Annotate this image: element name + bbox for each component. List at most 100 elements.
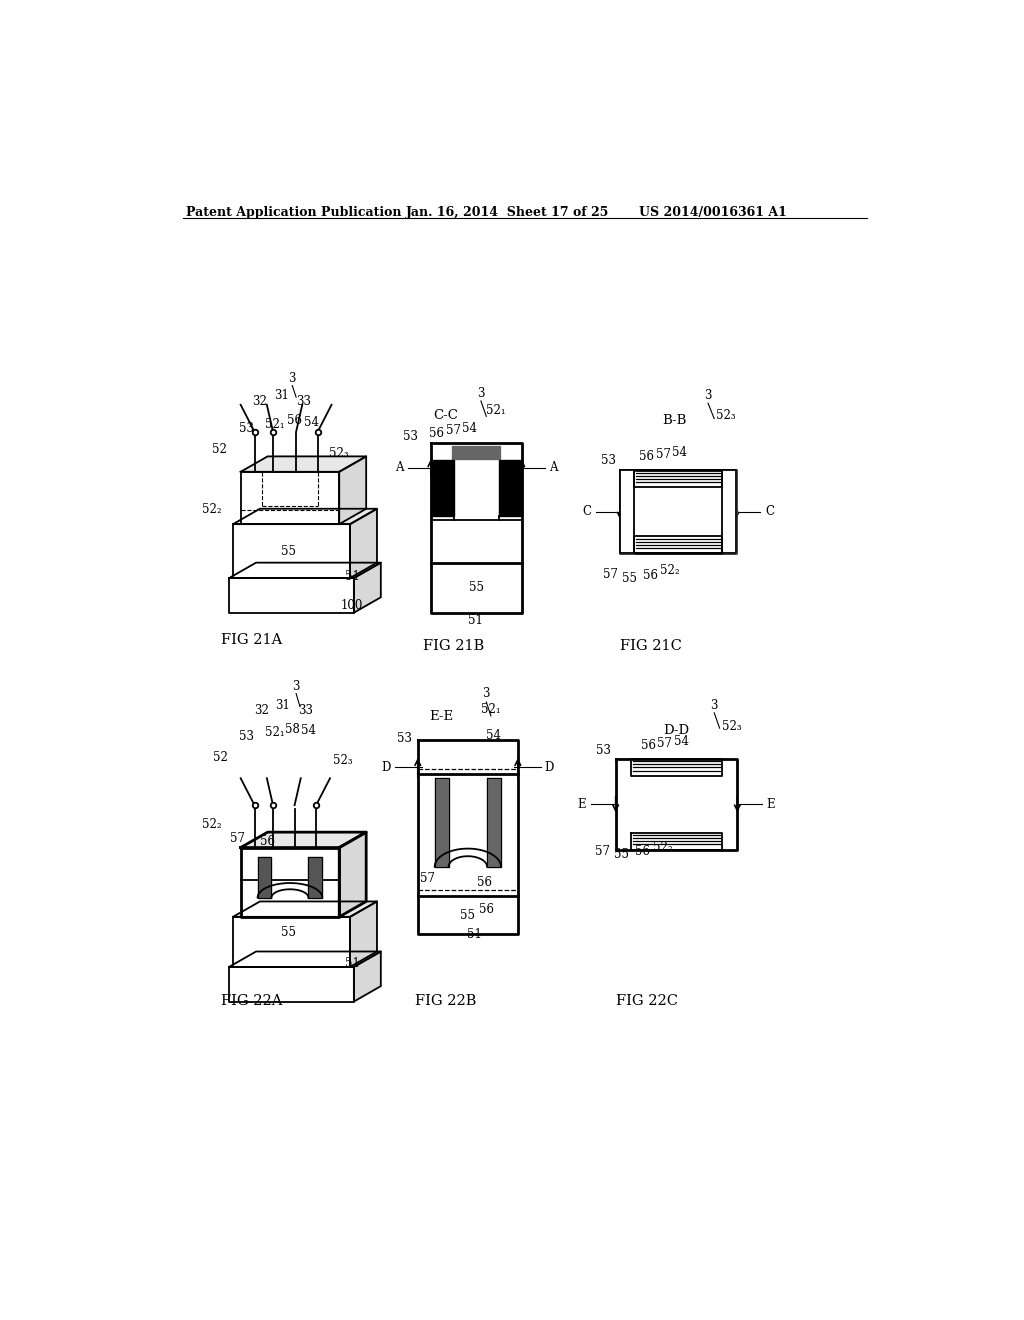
Text: 3: 3: [289, 372, 296, 384]
Text: D: D: [382, 760, 391, 774]
Polygon shape: [487, 779, 501, 867]
Text: C: C: [765, 506, 774, 519]
Polygon shape: [499, 461, 521, 516]
Polygon shape: [229, 952, 381, 966]
Text: D-D: D-D: [664, 725, 689, 738]
Text: D: D: [545, 760, 554, 774]
Text: 54: 54: [462, 422, 476, 434]
Text: Patent Application Publication: Patent Application Publication: [186, 206, 401, 219]
Polygon shape: [339, 832, 367, 917]
Text: E: E: [578, 797, 587, 810]
Text: 53: 53: [239, 422, 254, 434]
Polygon shape: [241, 471, 339, 524]
Text: 52₃: 52₃: [333, 755, 352, 767]
Text: C-C: C-C: [433, 409, 458, 421]
Polygon shape: [229, 966, 354, 1002]
Text: 56: 56: [478, 903, 494, 916]
Text: 32: 32: [254, 705, 269, 717]
Text: 57: 57: [420, 873, 434, 886]
Polygon shape: [453, 450, 500, 454]
Polygon shape: [241, 457, 367, 471]
Text: FIG 22A: FIG 22A: [221, 994, 283, 1008]
Text: 56: 56: [477, 876, 493, 890]
Text: 58: 58: [285, 723, 299, 735]
Text: 55: 55: [469, 581, 483, 594]
Text: 53: 53: [397, 733, 413, 744]
Polygon shape: [431, 461, 454, 516]
Polygon shape: [229, 578, 354, 612]
Text: FIG 22C: FIG 22C: [615, 994, 678, 1008]
Text: C: C: [582, 506, 591, 519]
Text: 56: 56: [639, 450, 653, 463]
Text: 51: 51: [468, 614, 483, 627]
Polygon shape: [354, 562, 381, 612]
Text: 31: 31: [275, 700, 291, 711]
Text: FIG 21A: FIG 21A: [221, 632, 283, 647]
Text: 100: 100: [341, 599, 364, 612]
Text: 31: 31: [274, 389, 289, 403]
Text: A: A: [549, 462, 557, 474]
Text: 52: 52: [212, 444, 226, 457]
Text: 56: 56: [641, 739, 656, 752]
Text: 57: 57: [595, 845, 609, 858]
Text: A: A: [395, 462, 403, 474]
Polygon shape: [229, 562, 381, 578]
Text: 52₂: 52₂: [659, 564, 679, 577]
Text: 56: 56: [635, 845, 650, 858]
Polygon shape: [453, 446, 500, 449]
Text: 51: 51: [345, 570, 359, 583]
Text: 54: 54: [486, 729, 502, 742]
Text: 3: 3: [711, 700, 718, 711]
Polygon shape: [258, 857, 271, 898]
Text: E-E: E-E: [429, 710, 454, 723]
Polygon shape: [453, 455, 500, 459]
Text: 55: 55: [281, 545, 296, 558]
Text: 56: 56: [429, 428, 444, 440]
Text: 57: 57: [603, 568, 617, 581]
Polygon shape: [233, 917, 350, 966]
Text: 54: 54: [304, 416, 318, 429]
Text: 32: 32: [253, 395, 267, 408]
Text: 53: 53: [601, 454, 615, 467]
Polygon shape: [241, 832, 367, 847]
Text: 55: 55: [622, 572, 637, 585]
Text: 52₂: 52₂: [202, 818, 221, 832]
Polygon shape: [621, 470, 634, 553]
Text: 52₂: 52₂: [202, 503, 221, 516]
Text: FIG 21B: FIG 21B: [423, 639, 484, 652]
Polygon shape: [233, 902, 377, 917]
Text: 52₁: 52₁: [486, 404, 506, 417]
Text: 3: 3: [477, 387, 484, 400]
Text: FIG 21C: FIG 21C: [620, 639, 681, 652]
Text: 3: 3: [705, 388, 712, 401]
Text: Jan. 16, 2014  Sheet 17 of 25: Jan. 16, 2014 Sheet 17 of 25: [407, 206, 609, 219]
Polygon shape: [339, 457, 367, 524]
Text: 3: 3: [482, 688, 490, 701]
Polygon shape: [233, 508, 377, 524]
Polygon shape: [354, 952, 381, 1002]
Text: 55: 55: [613, 847, 629, 861]
Text: 53: 53: [402, 430, 418, 444]
Text: 51: 51: [467, 928, 482, 941]
Text: 52₂: 52₂: [652, 841, 672, 854]
Text: 55: 55: [461, 909, 475, 923]
Text: 52: 52: [213, 751, 227, 764]
Text: 52₁: 52₁: [264, 418, 285, 430]
Text: US 2014/0016361 A1: US 2014/0016361 A1: [639, 206, 786, 219]
Polygon shape: [308, 857, 323, 898]
Text: 54: 54: [301, 725, 316, 738]
Polygon shape: [435, 779, 449, 867]
Text: 54: 54: [672, 446, 687, 459]
Polygon shape: [233, 524, 350, 578]
Text: 56: 56: [643, 569, 657, 582]
Text: 57: 57: [446, 424, 461, 437]
Text: 56: 56: [287, 414, 302, 428]
Text: FIG 22B: FIG 22B: [416, 994, 477, 1008]
Text: 52₁: 52₁: [264, 726, 285, 739]
Text: 57: 57: [657, 737, 672, 750]
Text: 33: 33: [296, 395, 311, 408]
Text: 57: 57: [229, 832, 245, 845]
Text: 52₃: 52₃: [330, 447, 349, 461]
Text: 57: 57: [655, 447, 671, 461]
Text: 53: 53: [239, 730, 254, 743]
